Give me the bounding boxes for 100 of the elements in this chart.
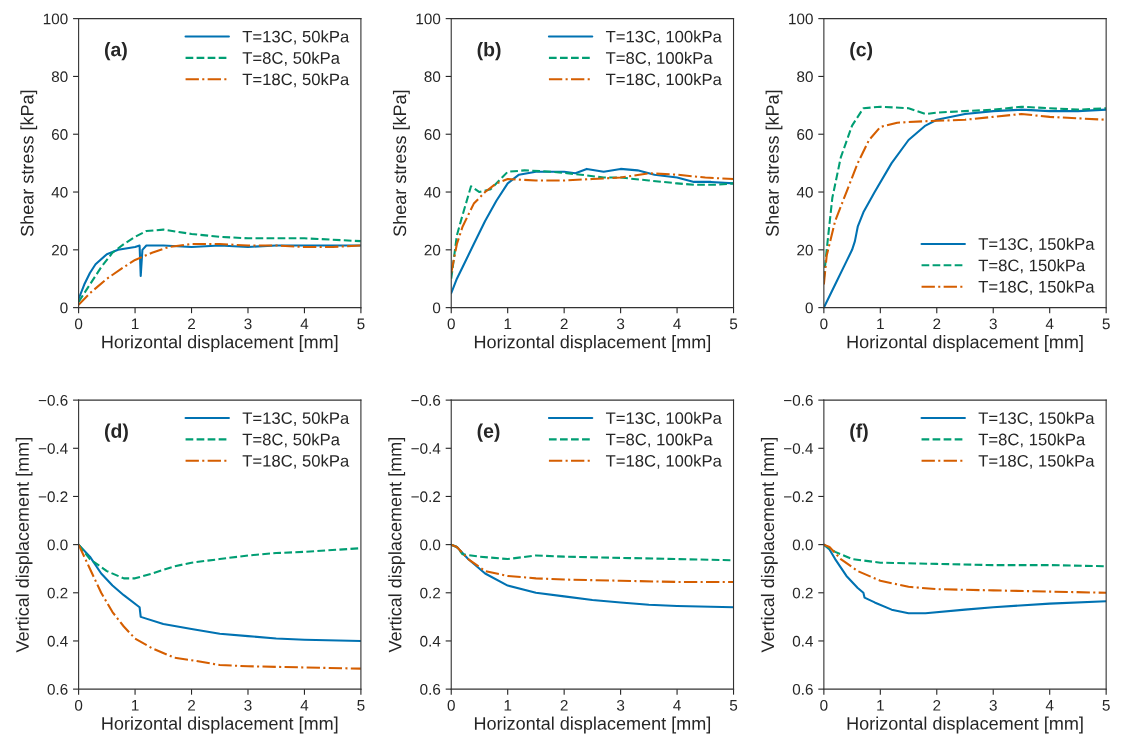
x-tick-label: 1 xyxy=(504,700,512,711)
annotation: (c) xyxy=(850,42,873,61)
x-tick-label: 4 xyxy=(673,700,681,711)
x-tick-label: 2 xyxy=(188,318,196,330)
y-tick-label: 0.4 xyxy=(47,635,68,647)
y-tick-label: 20 xyxy=(424,244,441,256)
y-axis-title: Shear stress [kPa] xyxy=(392,90,410,237)
y-tick-label: 0.2 xyxy=(792,587,813,599)
y-tick-label: 0.0 xyxy=(792,539,813,551)
y-tick-label: −0.2 xyxy=(38,491,68,503)
y-tick-label: 0 xyxy=(432,302,441,314)
line-series xyxy=(823,543,1107,594)
line-series xyxy=(78,543,361,670)
legend-label: T=18C, 150kPa xyxy=(978,454,1095,469)
legend-label: T=8C, 50kPa xyxy=(242,51,340,66)
x-tick-label: 5 xyxy=(729,318,738,330)
y-tick-label: 20 xyxy=(797,244,813,256)
x-tick-label: 0 xyxy=(820,699,828,711)
x-tick-label: 1 xyxy=(131,318,139,330)
y-tick-label: 0.0 xyxy=(420,539,441,551)
x-tick-label: 2 xyxy=(560,699,568,711)
y-tick-label: −0.2 xyxy=(784,491,813,503)
y-tick-label: 60 xyxy=(797,129,813,140)
legend-label: T=18C, 100kPa xyxy=(605,73,722,88)
x-tick-label: 4 xyxy=(1045,700,1054,711)
y-tick-label: −0.4 xyxy=(784,443,813,454)
x-tick-label: 1 xyxy=(877,700,884,711)
x-tick-label: 5 xyxy=(357,700,365,711)
y-tick-label: 40 xyxy=(424,186,441,198)
y-tick-label: 0.6 xyxy=(420,683,441,695)
y-tick-label: 100 xyxy=(789,13,813,25)
y-tick-label: −0.4 xyxy=(411,443,441,454)
x-tick-label: 1 xyxy=(504,318,512,330)
y-tick-label: 60 xyxy=(424,129,441,140)
x-axis-title: Horizontal displacement [mm] xyxy=(102,716,338,734)
x-tick-label: 5 xyxy=(729,700,738,711)
x-tick-label: 4 xyxy=(300,700,309,711)
y-tick-label: 0.6 xyxy=(47,683,68,695)
y-tick-label: −0.2 xyxy=(411,491,441,503)
line-series xyxy=(78,228,361,303)
x-tick-label: 0 xyxy=(447,318,455,330)
x-tick-label: 3 xyxy=(616,318,625,330)
y-tick-label: 80 xyxy=(51,71,68,83)
x-tick-label: 2 xyxy=(933,318,941,330)
x-tick-label: 3 xyxy=(244,699,252,711)
legend-label: T=18C, 150kPa xyxy=(978,280,1095,295)
legend-label: T=8C, 50kPa xyxy=(242,433,340,448)
x-tick-label: 1 xyxy=(131,700,139,711)
y-axis-title: Vertical displacement [mm] xyxy=(15,438,33,653)
x-axis-title: Horizontal displacement [mm] xyxy=(102,335,338,352)
x-tick-label: 2 xyxy=(188,699,196,711)
y-tick-label: 0.4 xyxy=(792,635,813,647)
y-tick-label: 80 xyxy=(424,71,441,83)
x-tick-label: 3 xyxy=(616,699,625,711)
legend-label: T=13C, 100kPa xyxy=(605,30,722,45)
legend-label: T=18C, 50kPa xyxy=(242,454,350,469)
annotation: (a) xyxy=(104,42,127,61)
x-tick-label: 1 xyxy=(877,318,884,330)
x-axis-title: Horizontal displacement [mm] xyxy=(847,335,1083,352)
y-axis-title: Vertical displacement [mm] xyxy=(388,438,406,653)
x-tick-label: 0 xyxy=(74,318,83,330)
x-tick-label: 5 xyxy=(1102,318,1110,330)
y-tick-label: 80 xyxy=(797,71,813,83)
y-tick-label: 0.0 xyxy=(47,539,68,551)
x-tick-label: 5 xyxy=(1102,700,1110,711)
legend-label: T=8C, 100kPa xyxy=(605,433,713,448)
annotation: (e) xyxy=(477,423,500,442)
y-axis-title: Shear stress [kPa] xyxy=(765,90,783,237)
legend-label: T=13C, 50kPa xyxy=(242,30,350,45)
x-axis-title: Horizontal displacement [mm] xyxy=(474,335,711,352)
x-tick-label: 0 xyxy=(74,699,83,711)
line-series xyxy=(78,543,361,642)
line-series xyxy=(451,543,734,583)
y-tick-label: 0.2 xyxy=(420,587,441,599)
legend-label: T=18C, 50kPa xyxy=(242,73,350,88)
y-tick-label: 0 xyxy=(60,302,68,314)
legend-label: T=8C, 100kPa xyxy=(605,51,713,66)
x-tick-label: 4 xyxy=(1045,318,1054,330)
y-tick-label: −0.6 xyxy=(784,394,813,406)
line-series xyxy=(823,543,1107,568)
y-tick-label: 0 xyxy=(805,302,813,314)
y-tick-label: 0.4 xyxy=(420,635,441,647)
y-tick-label: 40 xyxy=(796,186,813,198)
y-tick-label: 0.6 xyxy=(792,683,813,695)
legend-label: T=13C, 100kPa xyxy=(605,411,722,426)
x-tick-label: 0 xyxy=(447,699,455,711)
x-tick-label: 2 xyxy=(560,318,568,330)
legend-label: T=13C, 50kPa xyxy=(242,411,350,426)
y-tick-label: 60 xyxy=(51,129,68,140)
y-tick-label: 20 xyxy=(51,244,68,256)
y-tick-label: −0.6 xyxy=(38,394,68,406)
y-axis-title: Vertical displacement [mm] xyxy=(760,438,778,653)
x-axis-title: Horizontal displacement [mm] xyxy=(474,716,711,734)
legend-label: T=8C, 150kPa xyxy=(978,259,1086,274)
line-series xyxy=(78,543,361,580)
legend-label: T=18C, 100kPa xyxy=(605,454,722,469)
x-axis-title: Horizontal displacement [mm] xyxy=(847,716,1083,734)
y-tick-label: 40 xyxy=(51,186,68,198)
y-tick-label: −0.6 xyxy=(411,394,441,406)
x-tick-label: 5 xyxy=(357,318,365,330)
